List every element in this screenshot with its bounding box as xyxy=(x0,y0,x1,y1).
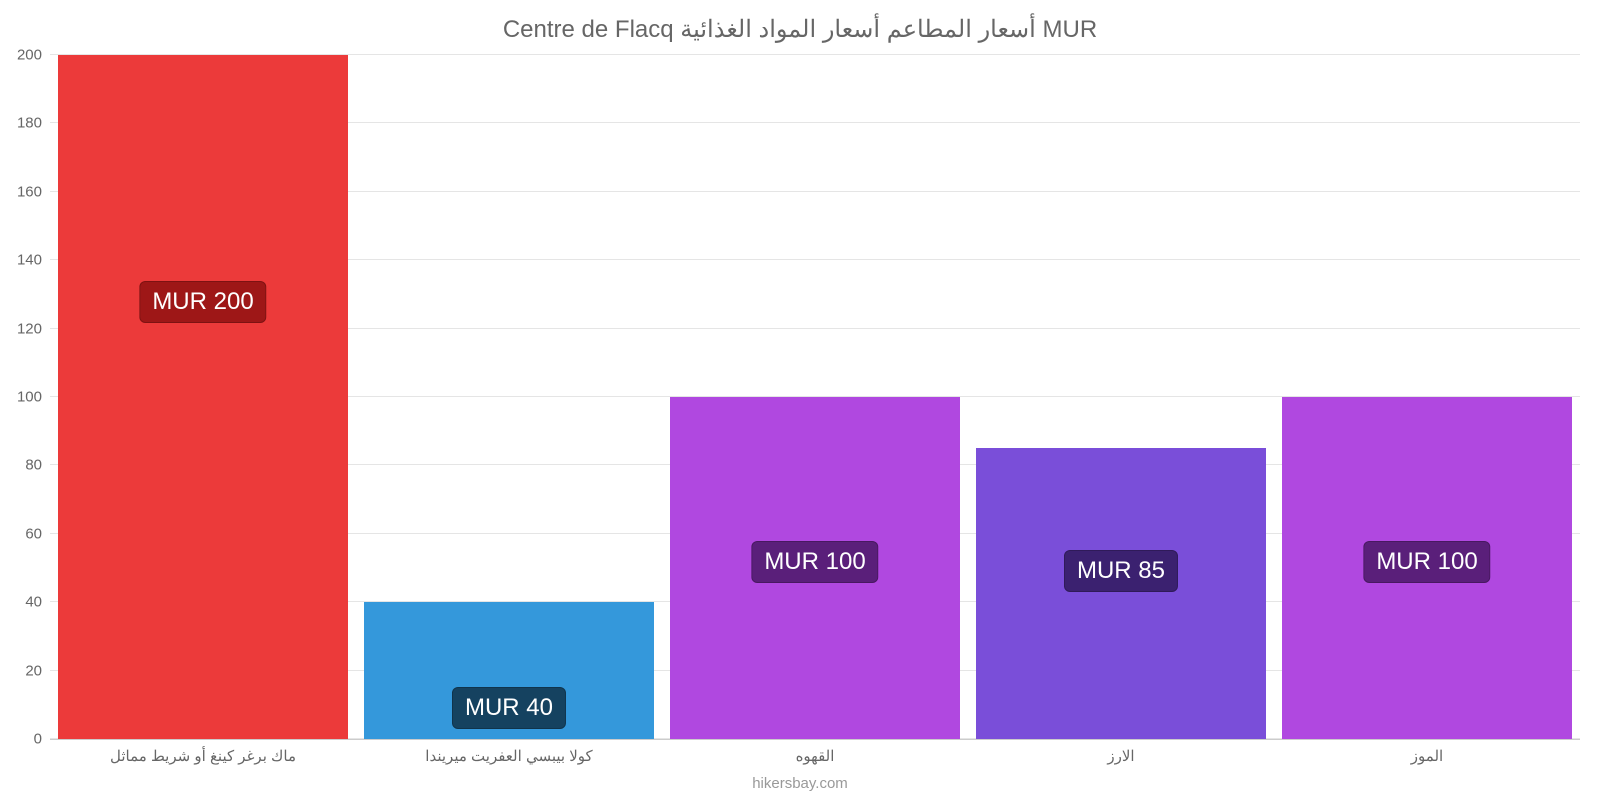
value-label: MUR 100 xyxy=(1363,541,1490,583)
x-tick-label: الارز xyxy=(968,747,1274,765)
y-tick-label: 100 xyxy=(17,389,42,406)
chart-title: Centre de Flacq أسعار المطاعم أسعار المو… xyxy=(0,0,1600,44)
value-label: MUR 200 xyxy=(139,281,266,323)
value-label: MUR 100 xyxy=(751,541,878,583)
y-tick-label: 60 xyxy=(25,525,42,542)
y-tick-label: 120 xyxy=(17,320,42,337)
bar-slot: MUR 200 xyxy=(50,55,356,739)
chart-container: Centre de Flacq أسعار المطاعم أسعار المو… xyxy=(0,0,1600,800)
x-tick-label: ماك برغر كينغ أو شريط مماثل xyxy=(50,747,356,765)
y-tick-label: 140 xyxy=(17,252,42,269)
bars-container: MUR 200 MUR 40 MUR 100 MUR 85 MUR 100 xyxy=(50,55,1580,739)
y-tick-label: 200 xyxy=(17,47,42,64)
bar: MUR 100 xyxy=(1282,397,1573,739)
y-tick-label: 180 xyxy=(17,115,42,132)
y-tick-label: 0 xyxy=(34,731,42,748)
y-tick-label: 80 xyxy=(25,457,42,474)
bar-slot: MUR 100 xyxy=(662,55,968,739)
bar-slot: MUR 40 xyxy=(356,55,662,739)
y-tick-label: 40 xyxy=(25,594,42,611)
attribution-text: hikersbay.com xyxy=(0,775,1600,792)
bar: MUR 200 xyxy=(58,55,349,739)
x-tick-label: كولا بيبسي العفريت ميريندا xyxy=(356,747,662,765)
x-axis-labels: ماك برغر كينغ أو شريط مماثلكولا بيبسي ال… xyxy=(50,747,1580,765)
bar: MUR 40 xyxy=(364,602,655,739)
bar-slot: MUR 100 xyxy=(1274,55,1580,739)
bar: MUR 85 xyxy=(976,448,1267,739)
value-label: MUR 85 xyxy=(1064,550,1178,592)
x-tick-label: القهوه xyxy=(662,747,968,765)
bar-slot: MUR 85 xyxy=(968,55,1274,739)
y-tick-label: 20 xyxy=(25,662,42,679)
y-tick-label: 160 xyxy=(17,183,42,200)
value-label: MUR 40 xyxy=(452,687,566,729)
bar: MUR 100 xyxy=(670,397,961,739)
plot-area: 020406080100120140160180200 MUR 200MUR 4… xyxy=(50,55,1580,740)
x-tick-label: الموز xyxy=(1274,747,1580,765)
